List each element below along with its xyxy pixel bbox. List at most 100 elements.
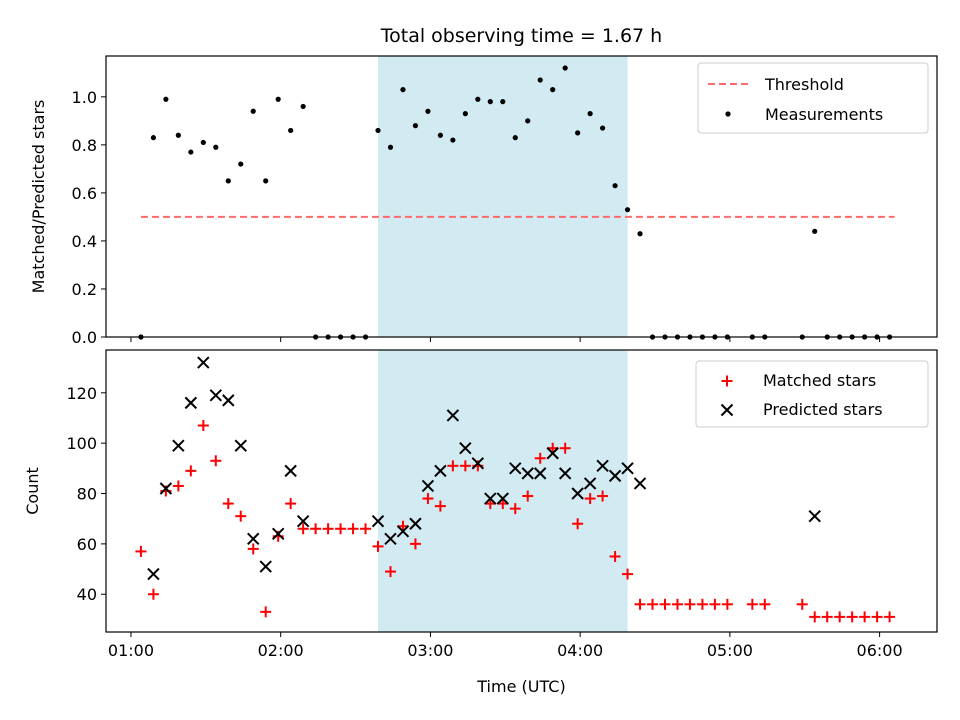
legend-predicted-label: Predicted stars [763, 400, 883, 419]
matched-star-point [746, 598, 758, 610]
measurement-point [175, 132, 181, 138]
predicted-star-point [571, 487, 584, 500]
matched-star-point [634, 598, 646, 610]
measurement-point [437, 132, 443, 138]
ratio-x-ticks [130, 337, 881, 342]
chart-title: Total observing time = 1.67 h [380, 25, 662, 47]
predicted-star-point [633, 477, 647, 490]
measurement-point [450, 137, 456, 143]
measurement-point [512, 135, 518, 141]
matched-star-point [409, 538, 421, 550]
measurement-point [425, 108, 431, 114]
matched-star-point [447, 460, 459, 472]
measurement-point [213, 144, 219, 150]
matched-star-point [696, 598, 708, 610]
matched-star-point [260, 606, 272, 618]
measurement-point [288, 127, 294, 134]
matched-star-point [147, 588, 159, 600]
measurement-point [275, 96, 281, 102]
matched-star-point [796, 598, 808, 610]
matched-star-point [235, 510, 247, 522]
measurement-point [462, 111, 468, 117]
matched-star-point [522, 490, 534, 502]
ratio-y-axis-label: Matched/Predicted stars [29, 100, 48, 294]
count-y-ticks: 40 60 80 100 120 [66, 384, 106, 604]
predicted-star-point [534, 467, 547, 480]
count-panel: 01:00 02:00 03:00 04:00 05:00 06:00 40 60 80 100… [23, 349, 938, 696]
x-tick-label: 03:00 [407, 641, 453, 660]
measurement-point [300, 103, 306, 110]
predicted-star-point [384, 532, 397, 546]
predicted-star-point [421, 479, 435, 493]
x-tick-label: 05:00 [707, 641, 753, 660]
measurement-point [250, 108, 256, 114]
predicted-star-point [409, 517, 422, 530]
matched-star-point [659, 598, 671, 610]
predicted-star-point [184, 396, 198, 410]
y-tick-label: 100 [66, 434, 97, 453]
y-tick-label: 80 [77, 485, 97, 504]
predicted-star-point [471, 457, 485, 470]
measurement-points [138, 65, 893, 340]
predicted-star-point [808, 509, 821, 523]
matched-star-points [135, 420, 896, 623]
measurement-point [812, 228, 818, 234]
measurement-point [587, 111, 593, 117]
matched-star-point [335, 523, 347, 535]
measurement-point [263, 178, 269, 184]
matched-star-point [834, 611, 846, 623]
legend-matched-swatch [721, 375, 733, 387]
legend-measurements-label: Measurements [765, 105, 883, 124]
predicted-star-point [159, 482, 173, 495]
predicted-star-point [496, 492, 509, 505]
y-tick-label: 120 [66, 384, 97, 403]
y-tick-label: 0.8 [72, 136, 97, 155]
measurement-point [624, 207, 631, 213]
legend-plus-marker [721, 375, 733, 387]
measurement-point [487, 99, 493, 105]
measurement-point [537, 77, 543, 83]
matched-star-point [622, 568, 634, 580]
predicted-star-point [558, 467, 572, 480]
count-y-axis-label: Count [23, 467, 42, 515]
matched-star-point [459, 460, 471, 472]
measurement-point [550, 87, 556, 93]
matched-star-point [871, 611, 883, 623]
matched-star-point [197, 420, 209, 432]
matched-star-point [684, 598, 696, 610]
matched-star-point [222, 498, 234, 510]
count-panel-frame [105, 349, 938, 633]
matched-star-point [185, 465, 197, 477]
measurement-point [412, 123, 419, 129]
measurement-point [600, 125, 606, 131]
measurement-point [400, 87, 406, 93]
ratio-panel: 0.0 0.2 0.4 0.6 0.8 1.0 Total observing time … [29, 25, 938, 347]
predicted-star-point [259, 560, 272, 573]
predicted-star-point [271, 527, 285, 541]
predicted-star-point [147, 567, 160, 581]
predicted-star-point [596, 459, 609, 473]
matched-star-point [647, 598, 659, 610]
predicted-star-point [446, 409, 460, 422]
measurement-point [387, 144, 394, 150]
matched-star-point [372, 540, 384, 552]
matched-star-point [135, 545, 147, 557]
x-axis-label: Time (UTC) [476, 677, 565, 696]
matched-star-point [247, 543, 259, 555]
measurement-point [637, 231, 643, 237]
matched-star-point [609, 550, 621, 562]
count-legend: Matched stars Predicted stars [695, 360, 929, 428]
x-tick-label: 04:00 [557, 641, 603, 660]
predicted-star-points [147, 356, 821, 581]
predicted-star-point [197, 356, 210, 369]
predicted-star-point [247, 532, 260, 546]
matched-star-point [347, 523, 359, 535]
predicted-star-point [521, 467, 534, 480]
y-tick-label: 0.6 [72, 184, 97, 203]
matched-star-point [422, 493, 434, 505]
predicted-star-point [222, 394, 235, 407]
measurement-point [475, 96, 481, 102]
matched-star-point [709, 598, 721, 610]
measurement-point [525, 118, 531, 124]
predicted-star-point [484, 492, 497, 505]
